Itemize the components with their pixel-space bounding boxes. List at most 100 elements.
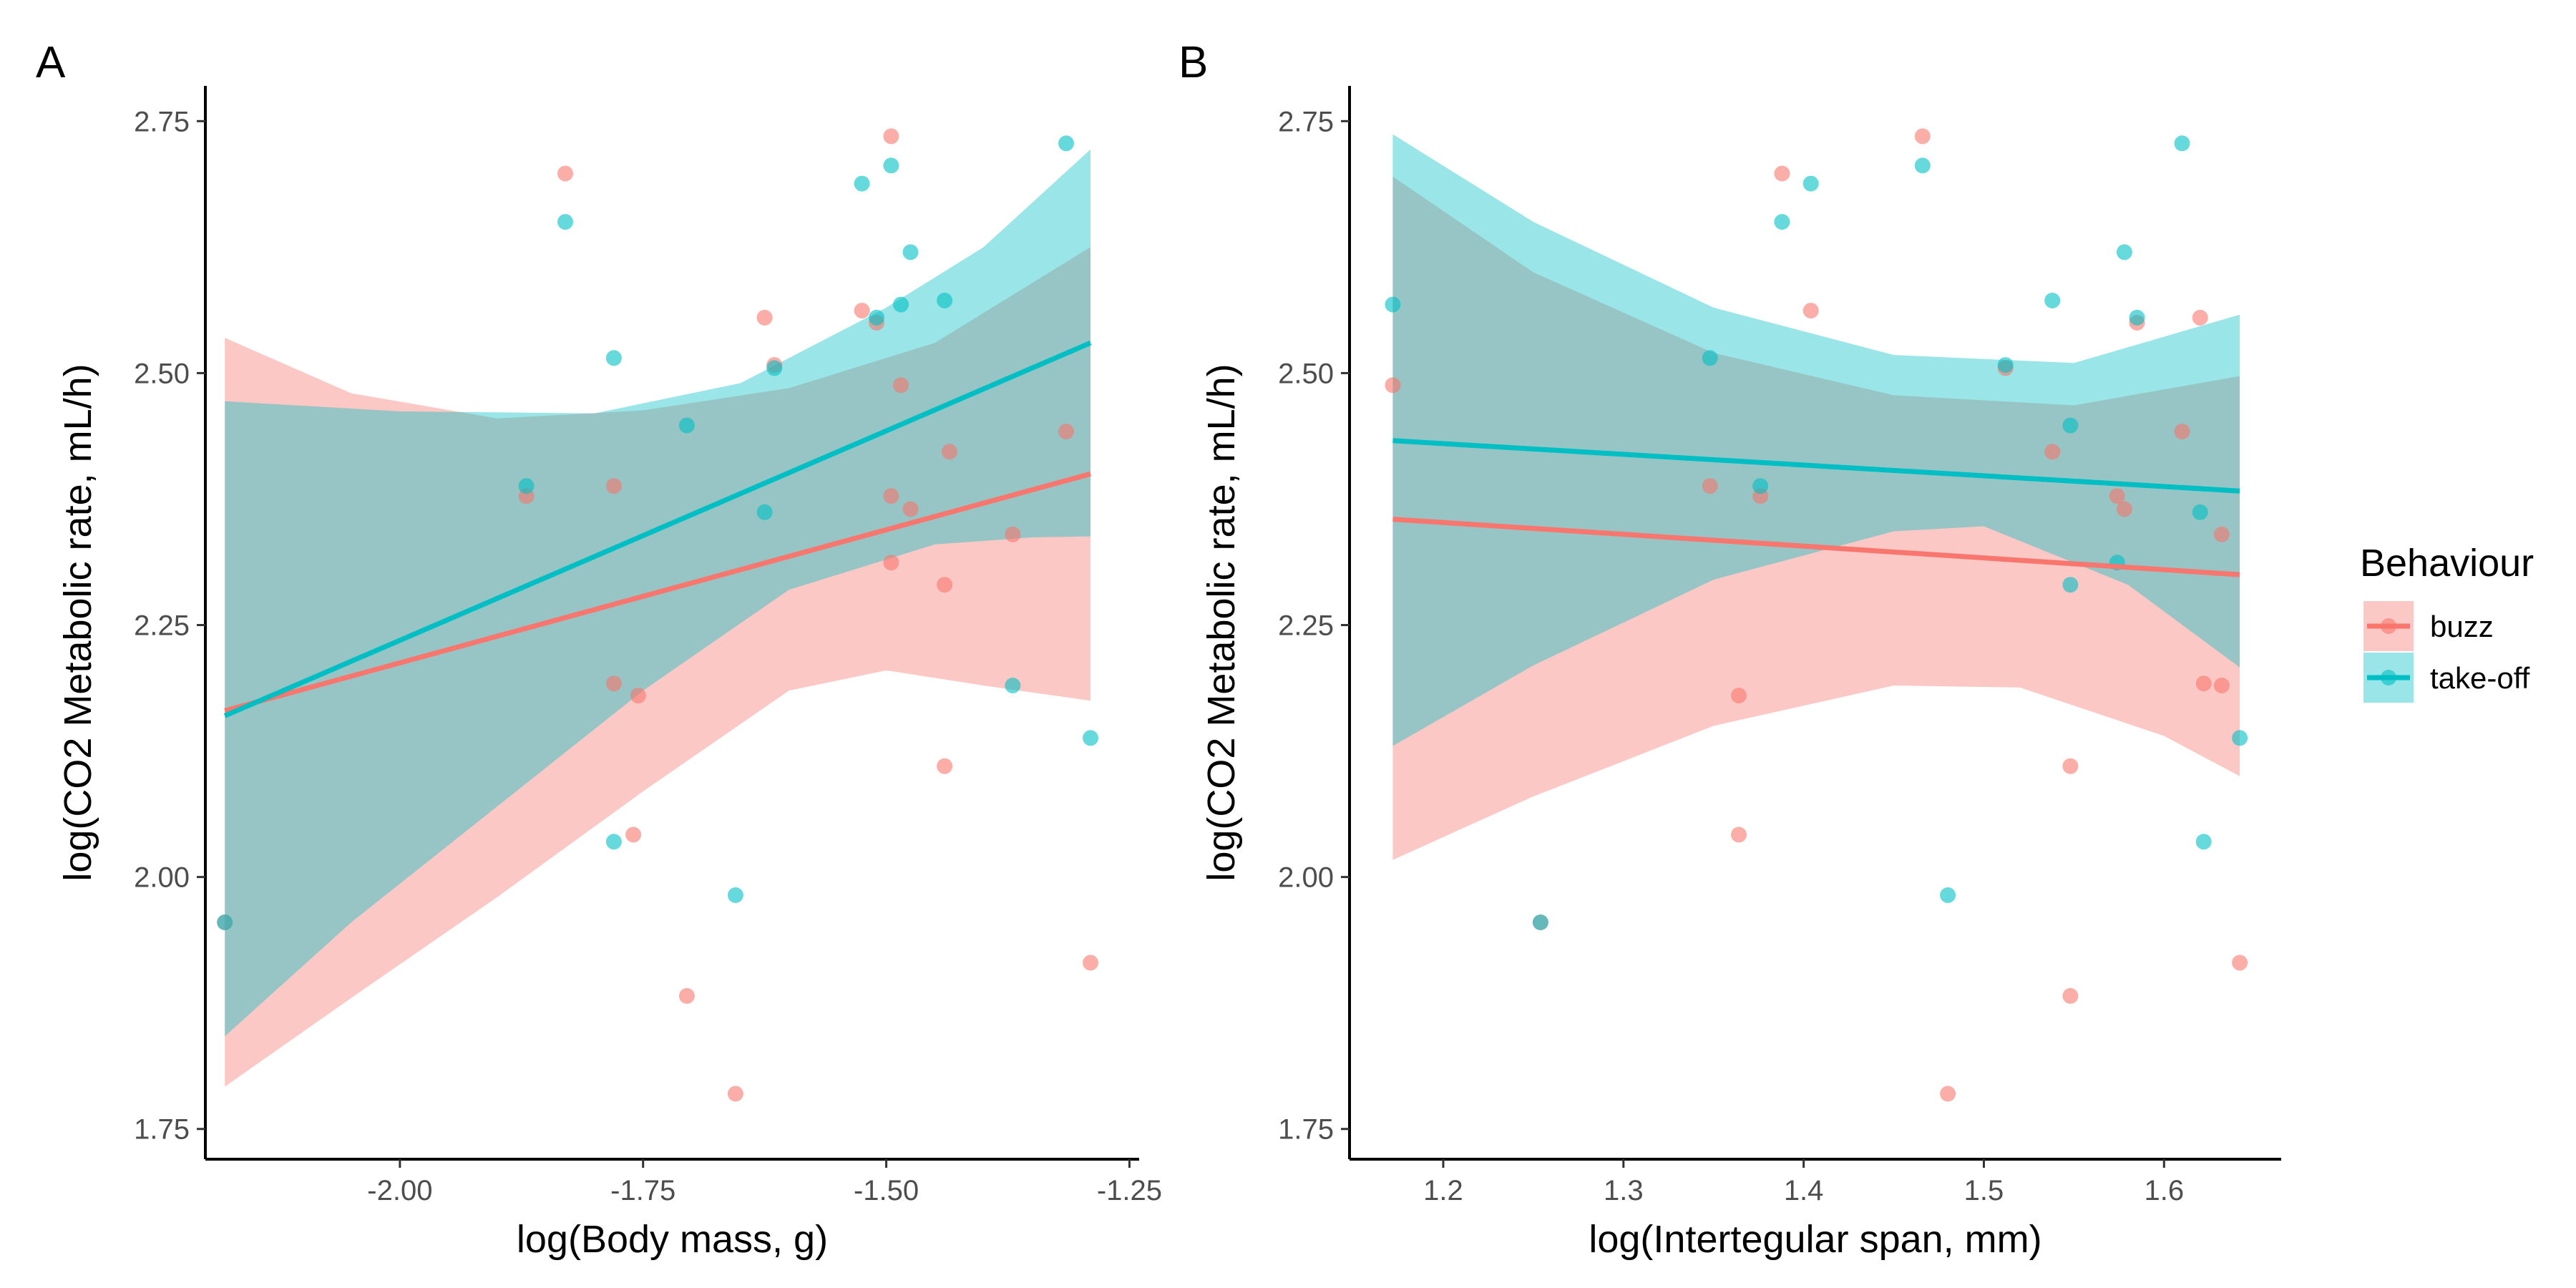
data-point-take-off	[2232, 730, 2248, 746]
data-point-buzz	[902, 501, 919, 517]
data-point-buzz	[883, 555, 899, 571]
data-point-take-off	[756, 504, 773, 520]
data-point-buzz	[678, 987, 695, 1004]
data-point-take-off	[605, 834, 622, 850]
ci-band-take-off	[1392, 134, 2240, 746]
data-point-buzz	[883, 488, 899, 504]
data-point-buzz	[1731, 826, 1747, 843]
x-tick-label: 1.2	[1423, 1175, 1463, 1206]
data-point-buzz	[2116, 501, 2132, 517]
data-point-take-off	[2192, 504, 2208, 520]
fit-line-take-off	[1392, 438, 2240, 494]
data-point-buzz	[1802, 303, 1819, 319]
data-point-buzz	[605, 675, 622, 692]
y-axis-title: log(CO2 Metabolic rate, mL/h)	[1200, 364, 1243, 881]
data-point-buzz	[2062, 987, 2079, 1004]
data-point-take-off	[605, 350, 622, 366]
data-point-take-off	[1005, 678, 1021, 693]
fit-line-buzz	[224, 471, 1091, 713]
data-point-buzz	[2232, 955, 2248, 971]
data-point-take-off	[217, 914, 233, 930]
legend: Behaviour buzz take-off	[2360, 542, 2534, 703]
data-point-buzz	[756, 309, 773, 326]
data-point-buzz	[854, 303, 870, 319]
ci-band-buzz	[1392, 176, 2240, 860]
data-point-take-off	[1058, 135, 1074, 152]
data-point-buzz	[1940, 1085, 1956, 1102]
data-point-take-off	[1385, 296, 1401, 313]
x-tick-label: -1.25	[1097, 1175, 1162, 1206]
fit-line-take-off	[223, 340, 1092, 718]
data-point-buzz	[605, 478, 622, 494]
data-point-take-off	[883, 157, 899, 174]
legend-label-buzz: buzz	[2430, 610, 2494, 643]
data-point-buzz	[1058, 424, 1074, 440]
data-point-take-off	[1532, 914, 1548, 930]
y-tick-label: 2.00	[1278, 862, 1334, 894]
legend-item-take-off: take-off	[2363, 653, 2530, 703]
data-point-buzz	[2109, 488, 2125, 504]
data-point-take-off	[2044, 293, 2061, 308]
fit-line-buzz	[1392, 517, 2240, 577]
ci-band-buzz	[225, 247, 1091, 1087]
legend-item-buzz: buzz	[2363, 601, 2494, 651]
x-tick-label: 1.5	[1964, 1175, 2004, 1206]
data-point-buzz	[937, 758, 953, 774]
panel-b: 1.2 1.3 1.4 1.5 1.6 1.75 2.00 2.25 2.50 2.75 log(I…	[1179, 38, 2281, 1261]
data-point-buzz	[941, 444, 957, 460]
data-point-buzz	[2213, 526, 2230, 542]
x-tick-label: 1.3	[1604, 1175, 1644, 1206]
data-point-take-off	[1702, 350, 1718, 366]
data-point-take-off	[727, 887, 743, 903]
y-tick-label: 2.75	[1278, 106, 1334, 137]
x-tick-label: 1.4	[1784, 1175, 1824, 1206]
legend-key-point-take-off	[2381, 670, 2396, 686]
data-point-take-off	[1940, 887, 1956, 903]
y-tick-label: 2.50	[1278, 358, 1334, 389]
data-point-buzz	[2174, 424, 2190, 440]
data-point-take-off	[1752, 478, 1769, 494]
data-point-take-off	[1997, 357, 2014, 374]
x-tick-label: 1.6	[2145, 1175, 2185, 1206]
data-point-buzz	[557, 165, 573, 182]
panel-tag: A	[36, 38, 66, 87]
y-axis-title: log(CO2 Metabolic rate, mL/h)	[57, 364, 99, 881]
legend-title: Behaviour	[2360, 542, 2534, 585]
data-point-buzz	[2213, 678, 2230, 693]
y-tick-label: 2.50	[134, 358, 190, 389]
legend-key-point-buzz	[2381, 618, 2396, 634]
data-point-take-off	[2195, 834, 2212, 850]
data-point-take-off	[2116, 244, 2132, 260]
data-point-buzz	[883, 128, 899, 145]
x-tick-label: -1.50	[854, 1175, 919, 1206]
data-point-take-off	[2062, 417, 2079, 434]
data-point-take-off	[2129, 309, 2145, 326]
x-axis-title: log(Body mass, g)	[517, 1218, 828, 1261]
x-tick-label: -1.75	[610, 1175, 675, 1206]
data-point-buzz	[727, 1085, 743, 1102]
data-point-take-off	[2062, 577, 2079, 593]
data-point-buzz	[2062, 758, 2079, 774]
data-point-buzz	[1914, 128, 1931, 145]
data-point-take-off	[1774, 214, 1790, 230]
data-point-buzz	[893, 377, 909, 394]
y-tick-label: 2.25	[134, 610, 190, 642]
data-point-buzz	[1005, 526, 1021, 542]
data-point-take-off	[557, 214, 573, 230]
data-point-buzz	[937, 577, 953, 593]
data-point-take-off	[2174, 135, 2190, 152]
data-point-take-off	[937, 293, 953, 308]
data-point-take-off	[1083, 730, 1098, 746]
data-point-buzz	[2195, 675, 2212, 692]
y-tick-label: 1.75	[1278, 1114, 1334, 1146]
x-tick-label: -2.00	[367, 1175, 432, 1206]
data-point-take-off	[518, 478, 535, 494]
panel-tag: B	[1179, 38, 1208, 87]
data-point-take-off	[1914, 157, 1931, 174]
data-point-buzz	[1702, 478, 1718, 494]
data-point-buzz	[1731, 688, 1747, 704]
data-point-buzz	[1774, 165, 1790, 182]
data-point-buzz	[2192, 309, 2208, 326]
x-axis-title: log(Intertegular span, mm)	[1589, 1218, 2041, 1261]
